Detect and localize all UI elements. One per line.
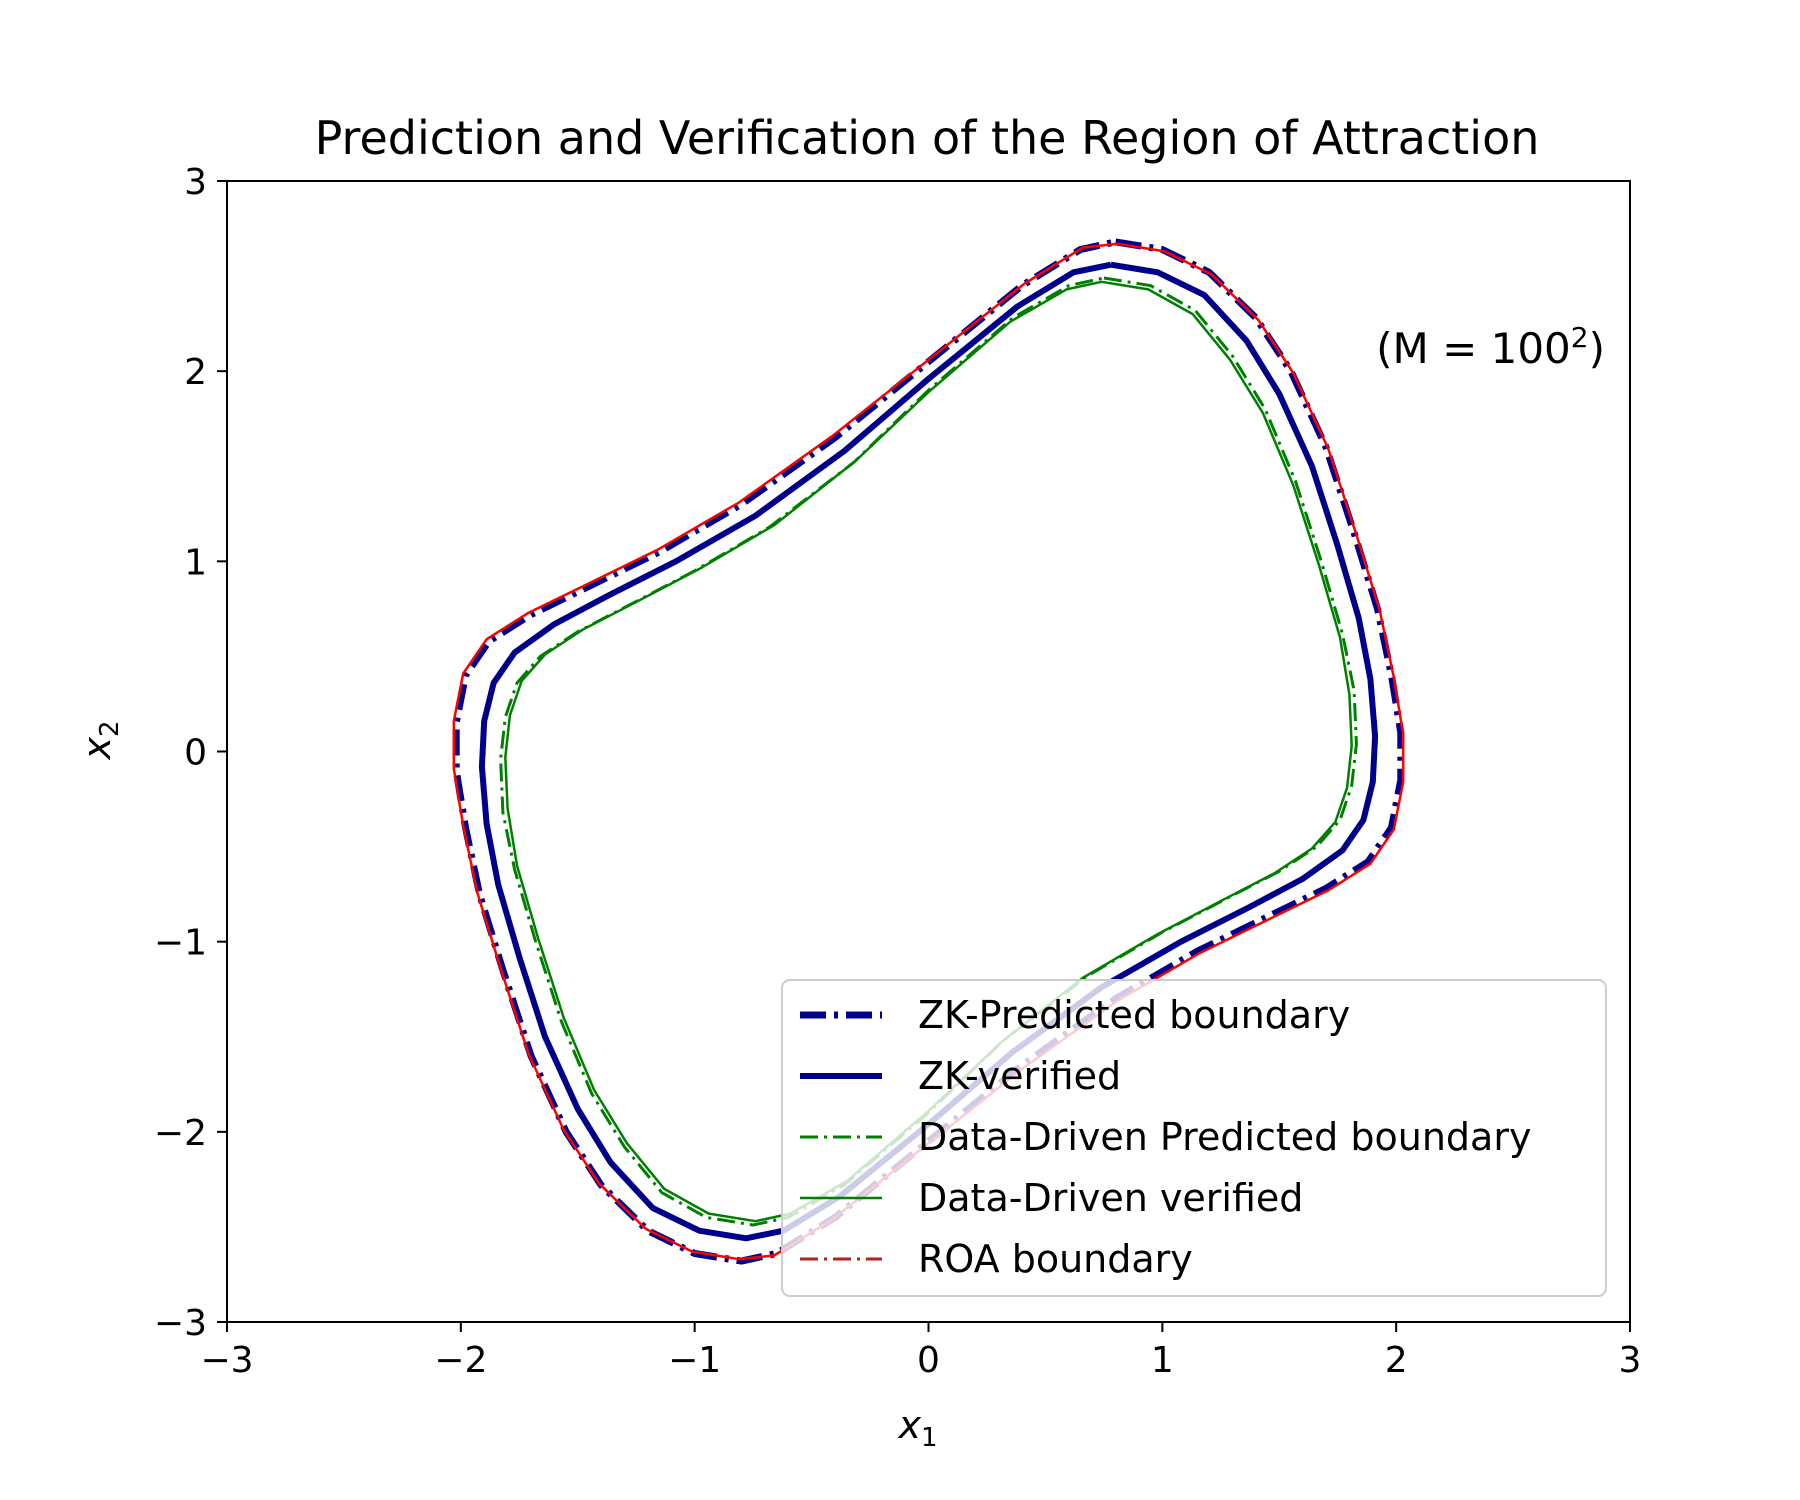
legend-label: ZK-Predicted boundary	[918, 993, 1350, 1037]
sample-count-annotation: (M = 1002)	[1376, 321, 1605, 373]
x-tick-label: −2	[434, 1340, 487, 1381]
legend-label: ROA boundary	[918, 1237, 1193, 1281]
y-tick-label: −2	[154, 1113, 207, 1154]
annotation-prefix: (M = 100	[1376, 324, 1571, 373]
x-axis-label: x1	[897, 1403, 937, 1453]
x-tick-label: −1	[668, 1340, 721, 1381]
series-layer	[452, 238, 1405, 1265]
x-tick-label: 0	[917, 1340, 940, 1381]
y-tick-label: −1	[154, 923, 207, 964]
y-tick-label: 0	[184, 733, 207, 774]
y-tick-label: 2	[184, 352, 207, 393]
x-tick-label: 3	[1619, 1340, 1642, 1381]
legend-label: Data-Driven verified	[918, 1176, 1303, 1220]
x-tick-label: −3	[200, 1340, 253, 1381]
legend-label: Data-Driven Predicted boundary	[918, 1115, 1531, 1159]
y-tick-label: −3	[154, 1303, 207, 1344]
series-line-roa-boundary	[452, 242, 1405, 1261]
x-axis: −3 −2 −1 0 1 2 3	[200, 1322, 1641, 1381]
y-axis-label-main: x	[75, 737, 119, 761]
y-axis: −3 −2 −1 0 1 2 3	[154, 162, 227, 1344]
annotation-suffix: )	[1589, 324, 1605, 373]
series-line-zk-verified	[478, 261, 1379, 1242]
y-axis-label-sub: 2	[95, 720, 125, 737]
series-line-zk-predicted-boundary	[452, 238, 1405, 1265]
legend-label: ZK-verified	[918, 1054, 1121, 1098]
x-tick-label: 1	[1151, 1340, 1174, 1381]
annotation-superscript: 2	[1571, 321, 1589, 354]
y-tick-label: 3	[184, 162, 207, 203]
x-axis-label-main: x	[897, 1403, 921, 1447]
legend-entries: ZK-Predicted boundary ZK-verified Data-Dri…	[800, 993, 1531, 1281]
legend: ZK-Predicted boundary ZK-verified Data-Dri…	[781, 979, 1607, 1297]
y-tick-label: 1	[184, 542, 207, 583]
legend-box	[781, 979, 1607, 1297]
y-axis-label: x2	[75, 720, 125, 760]
chart-title: Prediction and Verification of the Regio…	[315, 111, 1540, 165]
x-axis-label-sub: 1	[921, 1423, 938, 1453]
x-tick-label: 2	[1385, 1340, 1408, 1381]
series-line-data-driven-verified	[504, 280, 1353, 1223]
